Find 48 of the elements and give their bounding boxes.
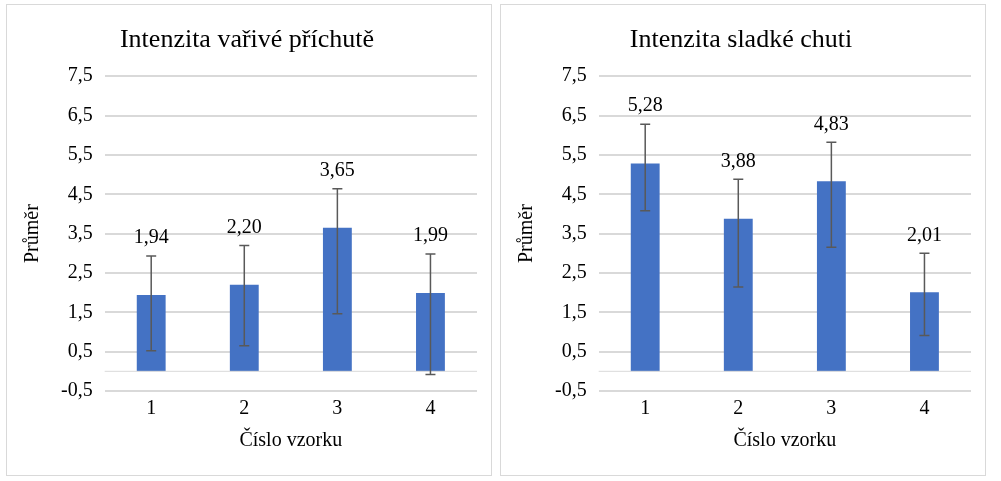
x-tick-label: 1	[640, 396, 651, 419]
bar	[723, 218, 753, 372]
x-tick-label: 4	[919, 396, 930, 419]
y-tick-label: 3,5	[67, 220, 93, 243]
bar	[816, 181, 846, 372]
y-tick-label: 6,5	[561, 102, 587, 125]
y-tick-label: -0,5	[554, 378, 587, 401]
y-tick-label: 0,5	[67, 338, 93, 361]
bar	[136, 294, 166, 372]
x-tick-label: 2	[239, 396, 250, 419]
y-tick-label: 7,5	[67, 63, 93, 86]
x-axis-title: Číslo vzorku	[733, 427, 837, 451]
chart-title: Intenzita vařivé příchutě	[119, 24, 375, 54]
bar	[229, 284, 259, 372]
y-axis-title: Průměr	[20, 203, 43, 264]
y-tick-label: 3,5	[561, 220, 587, 243]
data-label: 1,94	[133, 225, 169, 248]
y-tick-label: 5,5	[561, 142, 587, 165]
data-label: 4,83	[813, 111, 849, 134]
y-tick-label: 7,5	[561, 63, 587, 86]
y-tick-label: 4,5	[561, 181, 587, 204]
bar	[322, 227, 352, 372]
x-tick-label: 2	[733, 396, 744, 419]
data-label: 5,28	[627, 93, 663, 116]
x-tick-label: 3	[826, 396, 837, 419]
data-label: 2,20	[226, 214, 262, 237]
y-tick-label: 0,5	[561, 338, 587, 361]
data-label: 3,88	[720, 148, 756, 171]
bar	[630, 163, 660, 372]
y-tick-label: 6,5	[67, 102, 93, 125]
x-tick-label: 4	[425, 396, 436, 419]
bar	[416, 293, 445, 372]
y-tick-label: 2,5	[67, 260, 93, 283]
y-tick-label: 5,5	[67, 142, 93, 165]
y-tick-label: 2,5	[561, 260, 587, 283]
y-tick-label: 1,5	[561, 299, 587, 322]
x-tick-label: 3	[332, 396, 343, 419]
y-tick-label: 1,5	[67, 299, 93, 322]
data-label: 2,01	[906, 222, 942, 245]
chart-title: Intenzita sladké chuti	[629, 24, 853, 54]
x-axis-title: Číslo vzorku	[239, 427, 343, 451]
bar	[910, 292, 939, 372]
y-tick-label: -0,5	[60, 378, 93, 401]
y-tick-label: 4,5	[67, 181, 93, 204]
data-label: 3,65	[319, 157, 355, 180]
y-axis-title: Průměr	[514, 203, 537, 264]
x-tick-label: 1	[146, 396, 157, 419]
data-label: 1,99	[412, 223, 448, 246]
